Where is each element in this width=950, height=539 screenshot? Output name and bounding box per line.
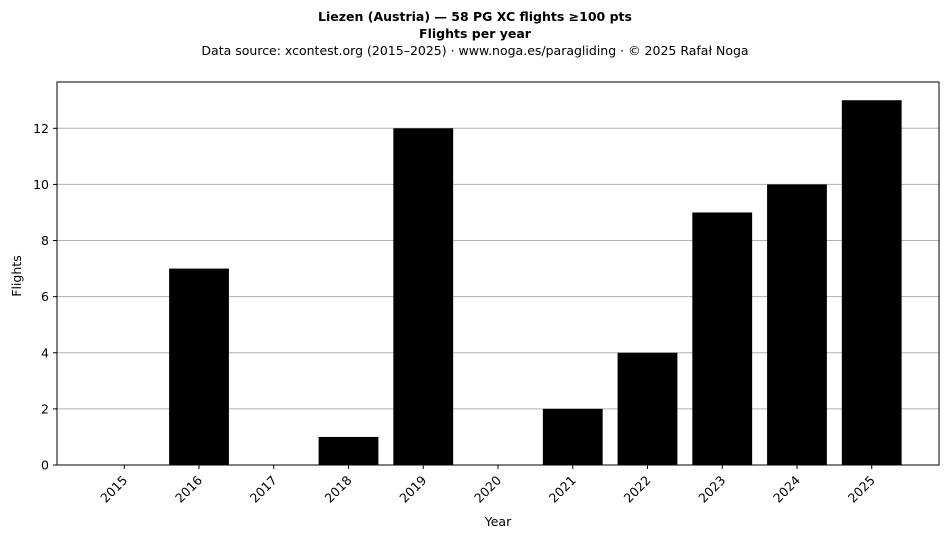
chart-subtitle: Flights per year — [419, 26, 531, 41]
chart-source-note: Data source: xcontest.org (2015–2025) · … — [201, 43, 749, 58]
y-tick-label: 2 — [41, 401, 49, 416]
x-tick-label: 2025 — [845, 473, 878, 506]
bar-2016 — [169, 268, 229, 465]
x-tick-label: 2019 — [396, 472, 429, 505]
y-tick-label: 8 — [41, 233, 49, 248]
bar-2024 — [767, 184, 827, 465]
x-tick-label: 2024 — [770, 472, 803, 505]
chart-title: Liezen (Austria) — 58 PG XC flights ≥100… — [318, 9, 632, 24]
x-axis-label: Year — [484, 514, 512, 529]
x-tick-label: 2017 — [247, 473, 280, 506]
bar-2023 — [692, 212, 753, 465]
x-tick-label: 2023 — [695, 473, 728, 506]
x-tick-label: 2020 — [471, 472, 504, 505]
bar-2025 — [841, 100, 902, 465]
bar-2022 — [617, 352, 678, 465]
y-tick-label: 4 — [41, 345, 49, 360]
x-tick-label: 2015 — [97, 473, 130, 506]
x-axis: 2015 2016 2017 2018 2019 2020 2021 2022 2023 2024… — [97, 465, 878, 506]
x-tick-label: 2022 — [621, 473, 654, 506]
bar-2018 — [318, 436, 379, 465]
bar-2021 — [542, 408, 603, 465]
y-tick-label: 12 — [33, 121, 49, 136]
x-tick-label: 2016 — [172, 472, 205, 505]
y-tick-label: 0 — [41, 458, 49, 473]
chart-title-block: Liezen (Austria) — 58 PG XC flights ≥100… — [0, 8, 950, 59]
bar-2019 — [393, 128, 454, 466]
y-tick-label: 10 — [33, 177, 49, 192]
y-tick-label: 6 — [41, 289, 49, 304]
y-axis: 0 2 4 6 8 10 12 — [33, 121, 57, 473]
x-tick-label: 2018 — [322, 472, 355, 505]
x-tick-label: 2021 — [546, 473, 579, 506]
y-axis-label: Flights — [9, 255, 24, 296]
bar-layer — [169, 100, 902, 466]
